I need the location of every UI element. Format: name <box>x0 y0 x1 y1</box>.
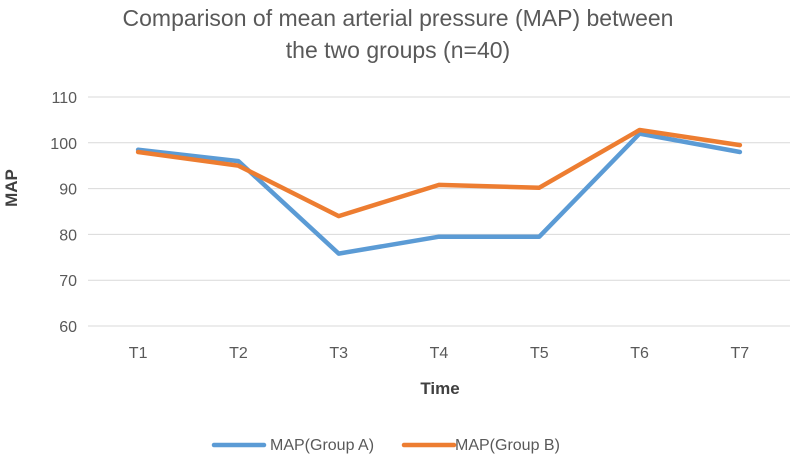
y-tick-label: 60 <box>59 319 77 336</box>
legend-label-group-b: MAP(Group B) <box>455 437 560 454</box>
x-tick-label: T7 <box>731 345 750 362</box>
y-tick-label: 70 <box>59 273 77 290</box>
y-tick-label: 110 <box>51 90 77 107</box>
chart-title-line-1: Comparison of mean arterial pressure (MA… <box>123 5 674 31</box>
legend-label-group-a: MAP(Group A) <box>270 437 374 454</box>
y-axis-tick-labels: 60 70 80 90 100 110 <box>50 90 77 336</box>
x-axis-title: Time <box>420 379 459 398</box>
x-tick-label: T3 <box>329 345 348 362</box>
gridlines <box>88 96 790 327</box>
y-axis-title: MAP <box>2 169 21 207</box>
x-tick-label: T5 <box>530 345 549 362</box>
series-lines <box>135 127 743 256</box>
legend: MAP(Group A) MAP(Group B) <box>211 437 560 454</box>
y-tick-label: 80 <box>59 227 77 244</box>
series-line-group-b <box>135 127 743 219</box>
chart-title-line-2: the two groups (n=40) <box>286 37 510 63</box>
x-tick-label: T4 <box>430 345 449 362</box>
y-tick-label: 90 <box>59 182 77 199</box>
y-tick-label: 100 <box>50 136 77 153</box>
x-axis-tick-labels: T1 T2 T3 T4 T5 T6 T7 <box>129 345 749 362</box>
x-tick-label: T6 <box>630 345 649 362</box>
x-tick-label: T1 <box>129 345 148 362</box>
series-line-group-a <box>135 131 743 256</box>
x-tick-label: T2 <box>229 345 248 362</box>
